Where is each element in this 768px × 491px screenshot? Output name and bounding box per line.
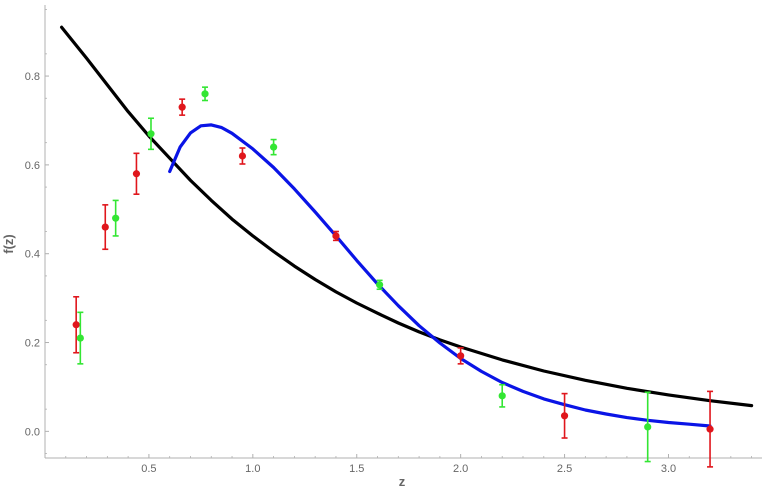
point-marker	[560, 412, 569, 420]
x-tick-label: 3.0	[661, 463, 676, 475]
point-marker	[270, 143, 278, 151]
y-tick-label: 0.0	[25, 426, 40, 438]
data-point	[178, 98, 186, 116]
point-marker	[376, 281, 384, 289]
data-point	[201, 86, 209, 102]
point-marker	[706, 425, 714, 433]
points	[72, 86, 714, 468]
data-point	[238, 147, 247, 165]
data-point	[132, 152, 141, 195]
point-marker	[178, 103, 186, 111]
data-point	[101, 204, 109, 251]
point-marker	[644, 423, 652, 431]
data-point	[72, 295, 80, 354]
data-point	[644, 391, 652, 463]
axes	[44, 5, 762, 459]
data-point	[147, 117, 155, 151]
point-marker	[457, 352, 465, 360]
x-axis-label: z	[399, 474, 406, 489]
point-marker	[76, 334, 84, 342]
x-tick-label: 2.5	[557, 463, 572, 475]
point-marker	[201, 90, 209, 98]
data-point	[76, 311, 84, 365]
black-curve	[60, 25, 754, 408]
x-tick-label: 0.5	[141, 463, 156, 475]
point-marker	[112, 214, 120, 222]
y-tick-label: 0.8	[25, 71, 40, 83]
point-marker	[72, 321, 80, 329]
point-marker	[332, 232, 340, 240]
data-point	[270, 138, 278, 156]
data-point	[376, 279, 384, 291]
point-marker	[101, 223, 109, 231]
data-point	[332, 230, 340, 242]
data-point	[498, 383, 506, 408]
point-marker	[147, 130, 155, 138]
point-marker	[498, 392, 506, 400]
x-ticks: 0.5 1.0 1.5 2.0 2.5 3.0	[65, 454, 753, 475]
data-point	[457, 347, 465, 365]
x-tick-label: 2.0	[453, 463, 468, 475]
y-tick-label: 0.4	[25, 249, 40, 261]
curves	[60, 25, 754, 428]
point-marker	[132, 170, 141, 178]
data-point	[112, 199, 120, 237]
y-ticks: 0.0 0.2 0.4 0.6 0.8	[25, 9, 49, 454]
data-point	[706, 390, 714, 468]
blue-curve	[168, 123, 712, 428]
y-tick-label: 0.2	[25, 338, 40, 350]
x-tick-label: 1.5	[349, 463, 364, 475]
point-marker	[238, 152, 247, 160]
data-point	[560, 392, 569, 439]
y-axis-label: f(z)	[1, 234, 16, 254]
x-tick-label: 1.0	[245, 463, 260, 475]
y-tick-label: 0.6	[25, 160, 40, 172]
